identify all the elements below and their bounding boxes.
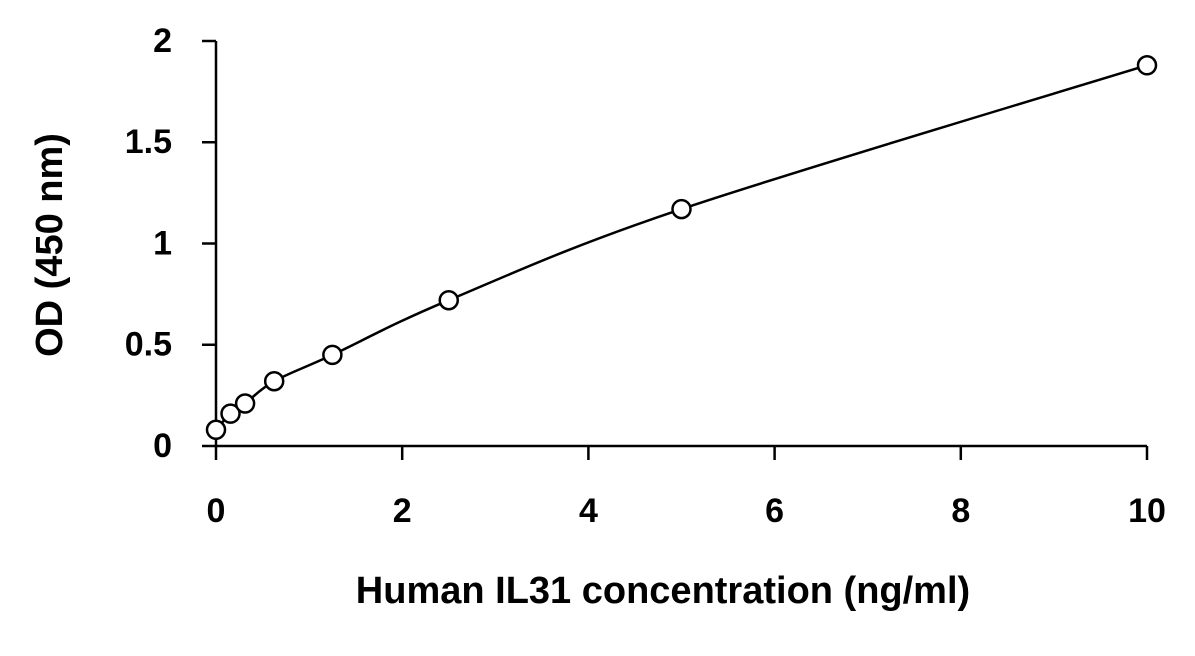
y-axis-title: OD (450 nm) bbox=[29, 133, 71, 357]
point bbox=[205, 419, 227, 441]
x-tick-label: 4 bbox=[579, 492, 598, 530]
y-tick-label: 1 bbox=[153, 224, 172, 262]
y-tick-label: 0 bbox=[153, 427, 172, 465]
x-tick-label: 10 bbox=[1128, 492, 1166, 530]
y-tick-label: 0.5 bbox=[125, 326, 172, 364]
point bbox=[322, 344, 343, 366]
x-tick-label: 2 bbox=[393, 492, 412, 530]
point bbox=[671, 198, 692, 220]
x-axis-title: Human IL31 concentration (ng/ml) bbox=[356, 570, 970, 612]
point bbox=[220, 403, 241, 424]
y-tick-label: 1.5 bbox=[125, 123, 172, 161]
point bbox=[438, 289, 459, 311]
y-tick-label: 2 bbox=[153, 22, 172, 60]
point bbox=[263, 370, 285, 392]
point bbox=[1136, 55, 1158, 76]
x-tick-label: 8 bbox=[951, 492, 970, 530]
x-tick-label: 6 bbox=[765, 492, 784, 530]
x-tick-label: 0 bbox=[207, 492, 226, 530]
point bbox=[234, 393, 256, 414]
